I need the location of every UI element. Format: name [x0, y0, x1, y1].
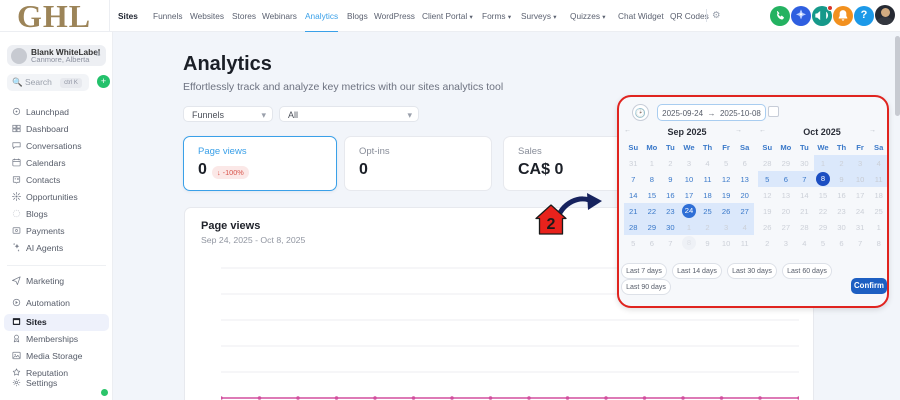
svg-text:2: 2	[547, 216, 556, 233]
